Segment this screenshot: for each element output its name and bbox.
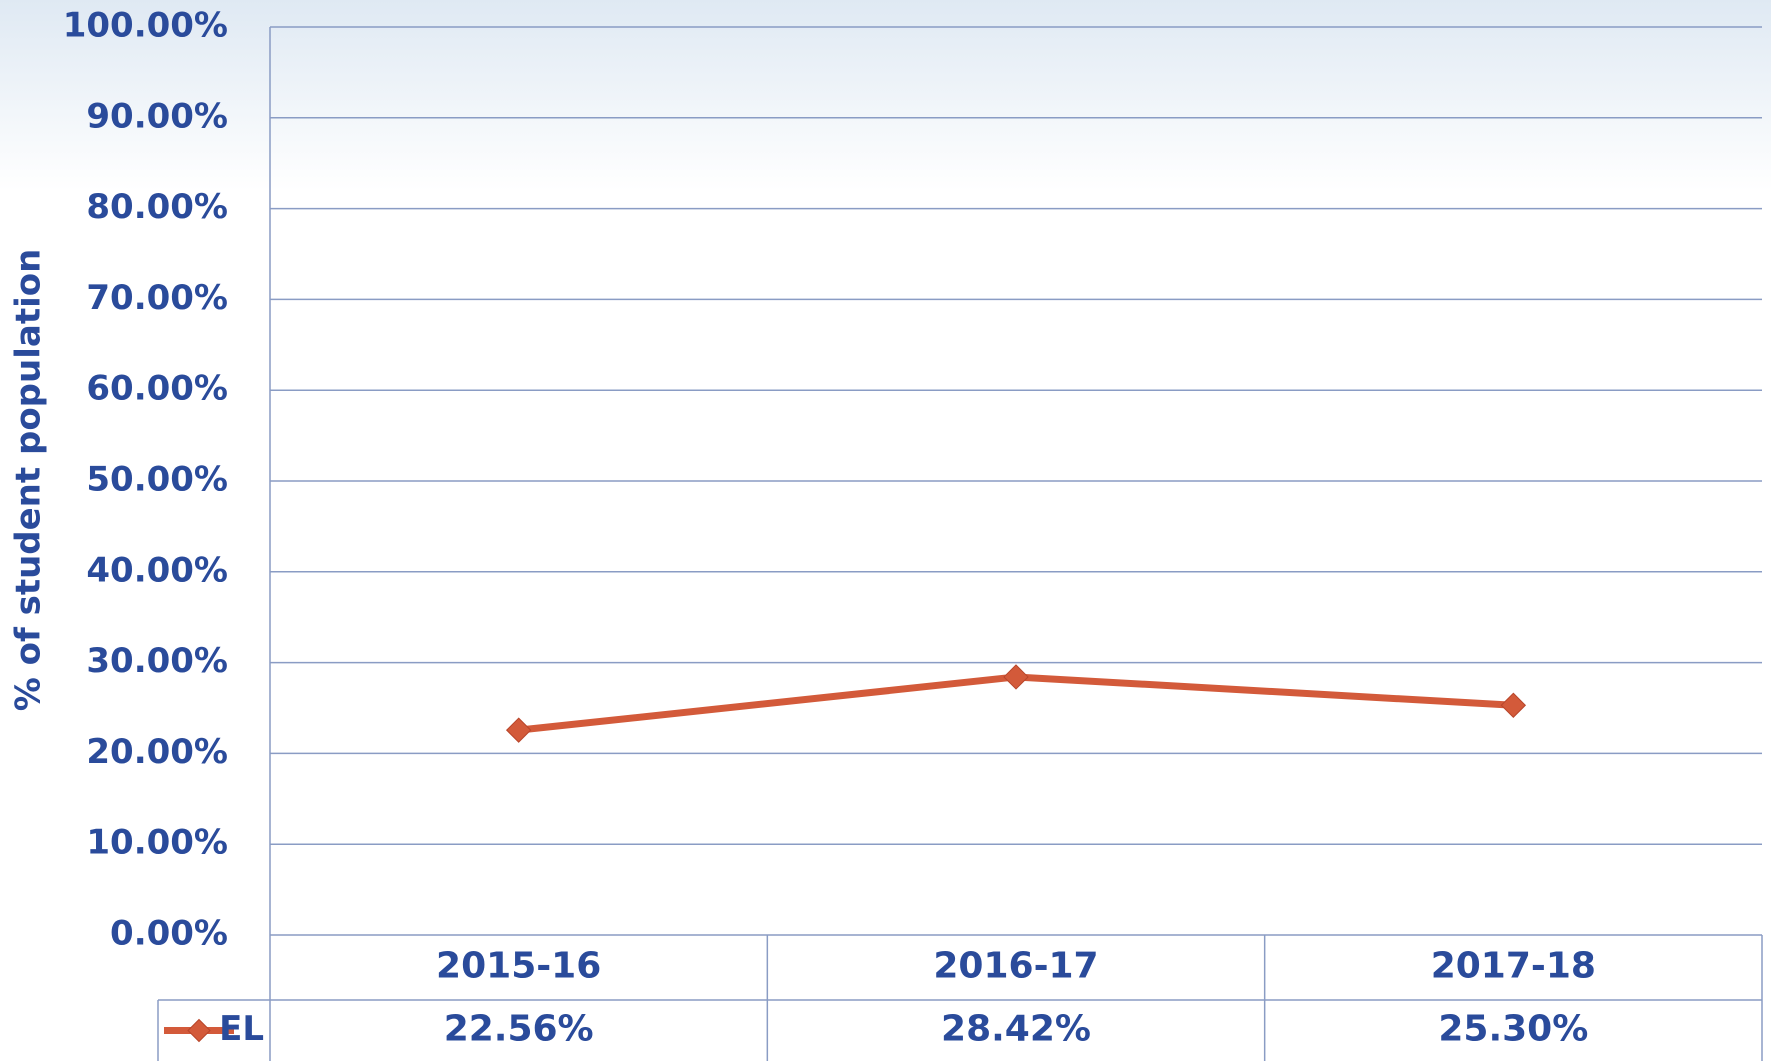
- table-value: 25.30%: [1438, 1009, 1588, 1050]
- table-value: 28.42%: [941, 1009, 1091, 1050]
- y-tick-label: 20.00%: [86, 732, 228, 772]
- y-tick-label: 40.00%: [86, 550, 228, 590]
- y-tick-label: 90.00%: [86, 96, 228, 136]
- x-tick-label: 2015-16: [436, 946, 601, 987]
- legend-marker: [187, 1018, 211, 1043]
- y-tick-label: 80.00%: [86, 187, 228, 227]
- point: [1003, 664, 1029, 690]
- point: [505, 717, 532, 743]
- legend-label: EL: [219, 1009, 264, 1049]
- y-tick-label: 10.00%: [86, 823, 228, 863]
- x-tick-label: 2016-17: [933, 946, 1098, 987]
- y-tick-label: 60.00%: [86, 369, 228, 409]
- x-tick-label: 2017-18: [1431, 946, 1596, 987]
- y-tick-label: 30.00%: [86, 641, 228, 681]
- point: [1500, 692, 1527, 718]
- y-tick-label: 100.00%: [63, 6, 228, 46]
- table-value: 22.56%: [444, 1009, 594, 1050]
- y-axis-label: % of student population: [9, 249, 49, 712]
- y-tick-label: 50.00%: [86, 460, 228, 500]
- y-tick-label: 0.00%: [110, 914, 228, 954]
- y-tick-label: 70.00%: [86, 278, 228, 318]
